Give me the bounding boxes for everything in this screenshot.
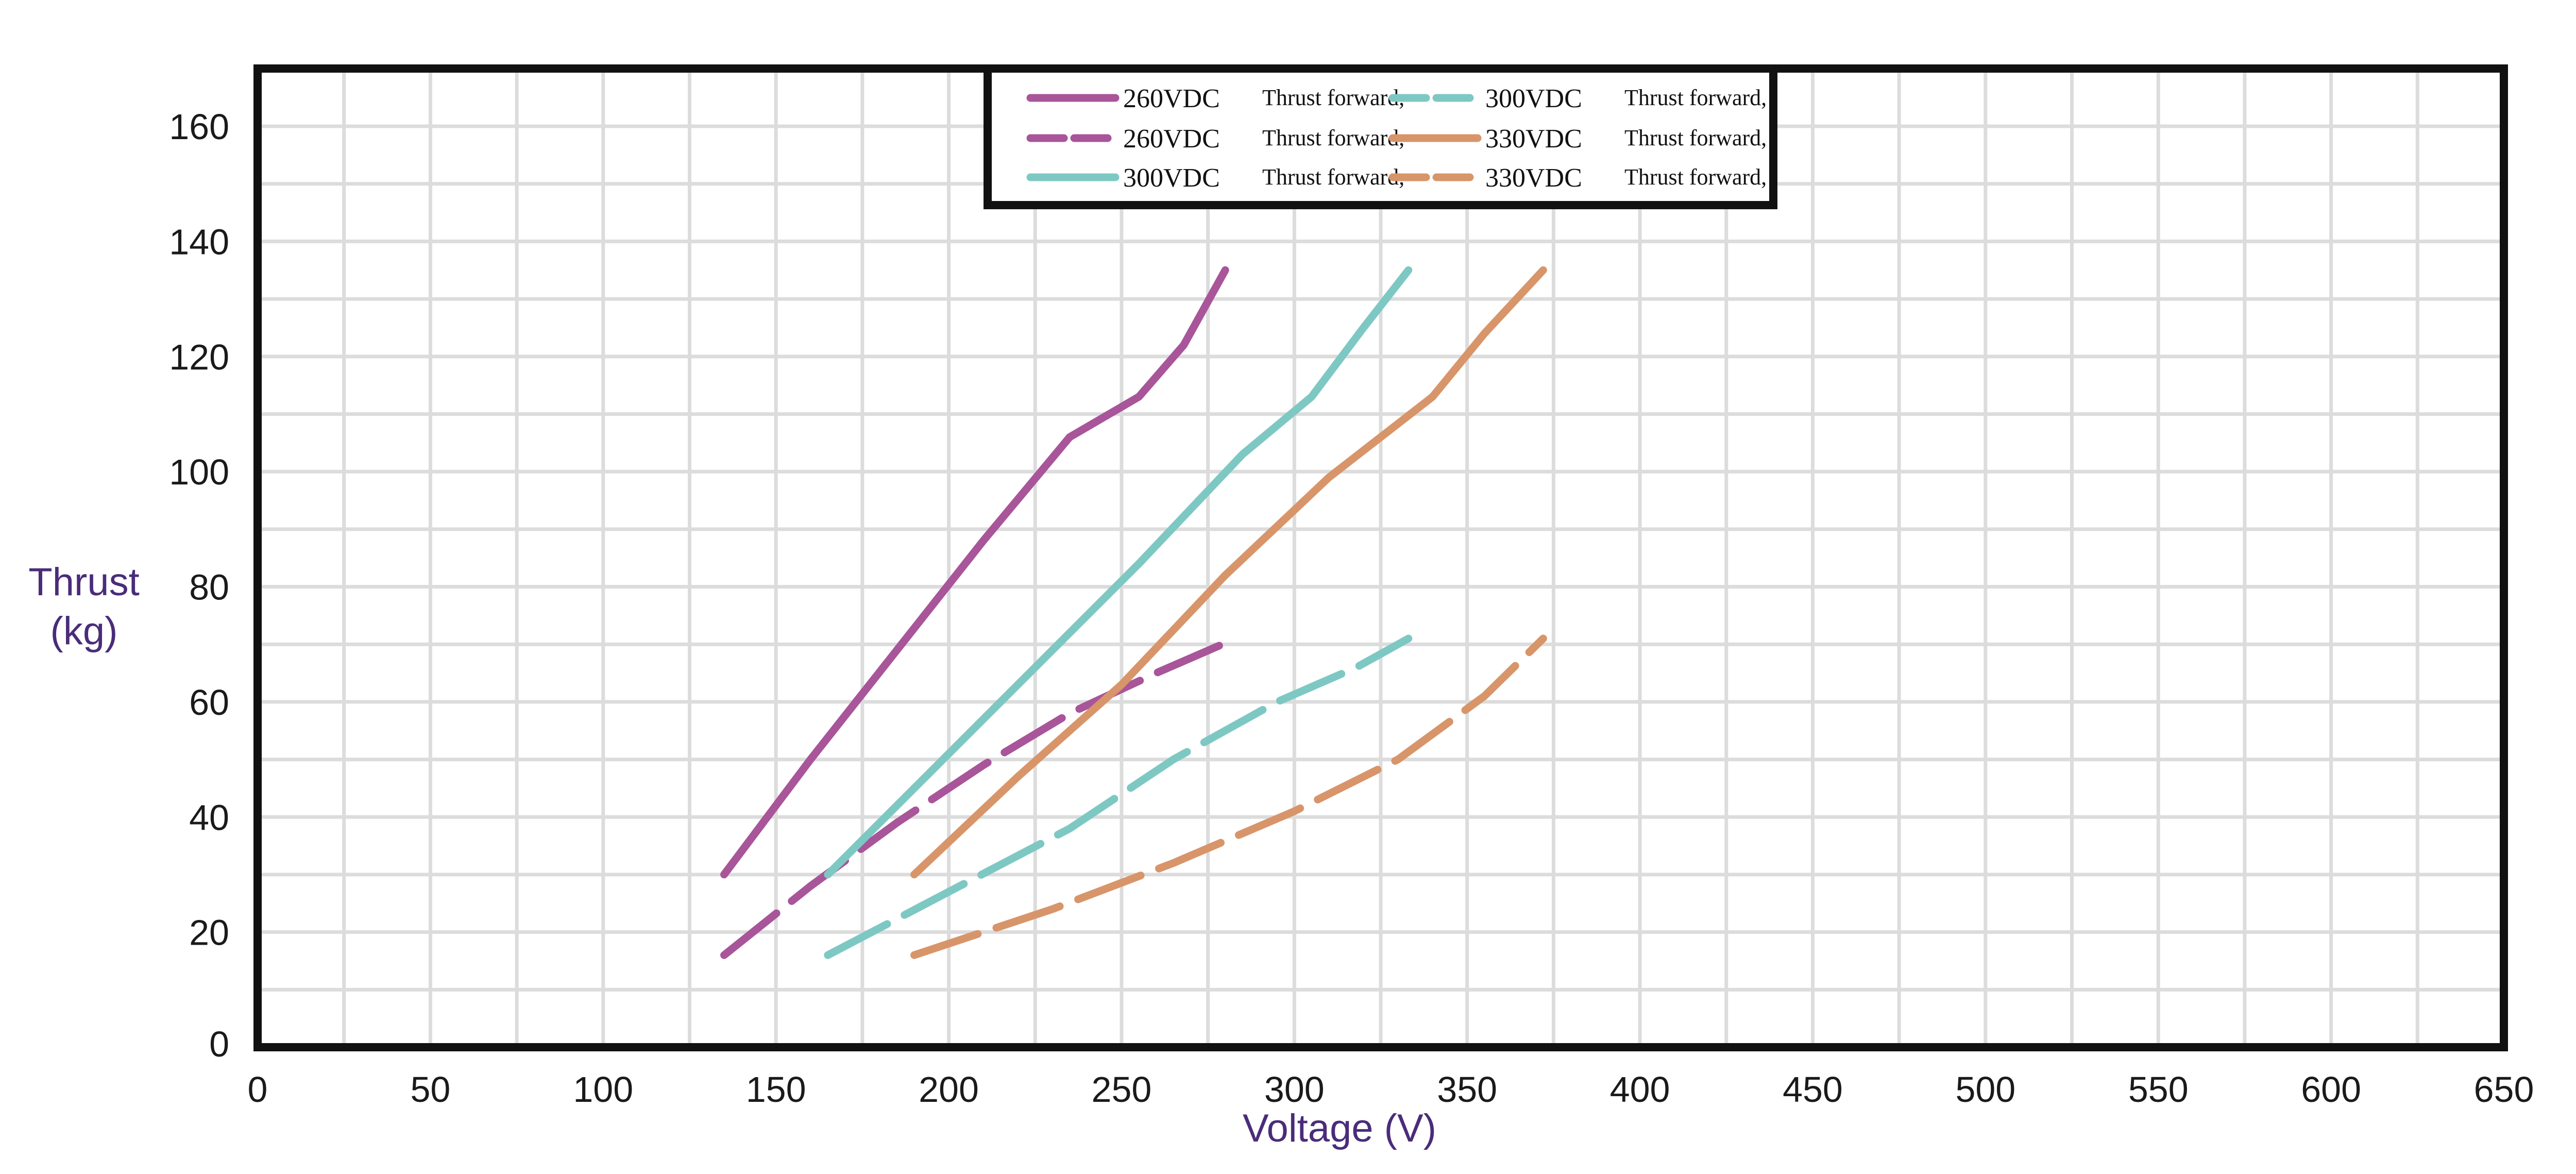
legend-voltage-label: 260VDC (1123, 84, 1220, 113)
x-tick-label: 0 (248, 1069, 268, 1110)
legend-voltage-label: 330VDC (1485, 124, 1582, 154)
y-tick-label: 60 (189, 682, 229, 723)
y-tick-label: 140 (169, 222, 229, 262)
y-tick-label: 80 (189, 567, 229, 608)
legend-voltage-label: 300VDC (1485, 84, 1582, 113)
y-tick-label: 20 (189, 913, 229, 953)
series-line-2-dashed (720, 634, 1240, 959)
legend-voltage-label: 300VDC (1123, 163, 1220, 193)
series-line-6-dashed (910, 634, 1547, 959)
legend: 260VDC Thrust forward, 300VDC Thrust forwar… (984, 64, 1777, 209)
y-tick-label: 100 (169, 452, 229, 492)
x-tick-label: 250 (1092, 1069, 1152, 1110)
legend-voltage-label: 260VDC (1123, 124, 1220, 154)
legend-series-label: Thrust forward, (1624, 164, 1767, 190)
x-tick-label: 150 (746, 1069, 806, 1110)
x-tick-label: 300 (1264, 1069, 1325, 1110)
x-tick-label: 50 (410, 1069, 450, 1110)
y-tick-label: 0 (209, 1024, 229, 1064)
series-line-4-dashed (824, 634, 1413, 959)
x-tick-label: 450 (1783, 1069, 1843, 1110)
series-line-1-solid (720, 266, 1229, 879)
x-axis-title: Voltage (V) (1243, 1106, 1436, 1150)
legend-entry: 330VDC Thrust forward, (1388, 124, 1767, 154)
legend-voltage-label: 330VDC (1485, 163, 1582, 193)
x-tick-label: 650 (2474, 1069, 2534, 1110)
legend-series-label: Thrust forward, (1624, 125, 1767, 150)
y-tick-label: 160 (169, 107, 229, 147)
legend-series-label: Thrust forward, (1262, 125, 1404, 150)
legend-series-label: Thrust forward, (1262, 164, 1404, 190)
y-axis-title-line2: (kg) (50, 609, 118, 653)
x-tick-label: 200 (919, 1069, 979, 1110)
x-tick-labels: 0 50 100 150 200 250 300 350 400 450 500 550 600 650 (248, 1069, 2534, 1110)
x-tick-label: 550 (2128, 1069, 2189, 1110)
x-tick-label: 500 (1955, 1069, 2015, 1110)
grid (258, 69, 2504, 1047)
series-line-5-solid (910, 266, 1547, 879)
x-tick-label: 350 (1437, 1069, 1497, 1110)
legend-series-label: Thrust forward, (1262, 85, 1404, 110)
legend-entry: 330VDC Thrust forward, (1388, 163, 1767, 193)
x-tick-label: 400 (1610, 1069, 1670, 1110)
legend-entry: 260VDC Thrust forward, (1026, 84, 1404, 113)
series-layer (720, 266, 1547, 959)
legend-box (984, 64, 1777, 209)
legend-entry: 260VDC Thrust forward, (1026, 124, 1404, 154)
x-tick-label: 600 (2301, 1069, 2361, 1110)
series-line-3-solid (824, 266, 1413, 879)
y-tick-label: 120 (169, 337, 229, 377)
legend-entry: 300VDC Thrust forward, (1388, 84, 1767, 113)
x-tick-label: 100 (573, 1069, 633, 1110)
y-tick-label: 40 (189, 797, 229, 837)
legend-series-label: Thrust forward, (1624, 85, 1767, 110)
legend-entry: 300VDC Thrust forward, (1026, 163, 1404, 193)
y-axis-title-line1: Thrust (28, 560, 139, 604)
y-tick-labels: 0 20 40 60 80 100 120 140 160 (169, 107, 229, 1064)
